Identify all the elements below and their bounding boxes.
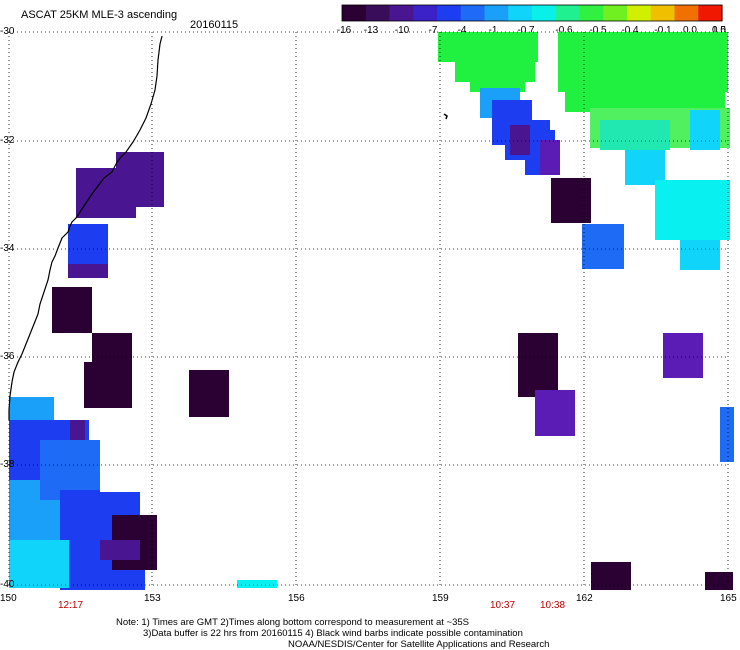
lat-lon-grid <box>8 31 729 586</box>
lon-label: 156 <box>288 593 305 604</box>
wind-cell <box>438 32 538 62</box>
product-date: 20160115 <box>190 19 239 31</box>
colorbar-segment <box>460 5 486 21</box>
note-line-2: 3)Data buffer is 22 hrs from 20160115 4)… <box>143 628 523 639</box>
colorbar-tick-label: -1 <box>488 25 498 36</box>
island-marker <box>443 113 448 120</box>
lon-label: 162 <box>576 593 593 604</box>
wind-cell <box>84 362 132 408</box>
wind-cell <box>663 333 703 378</box>
wind-cell <box>565 92 725 112</box>
wind-cell <box>455 62 535 82</box>
coastline <box>8 35 163 420</box>
colorbar-tick-label: -4 <box>457 25 467 36</box>
colorbar-segment <box>342 5 367 21</box>
wind-cell <box>9 540 69 588</box>
wind-cell <box>100 540 140 560</box>
wind-cell <box>189 370 229 417</box>
colorbar-tick-label: 0.0 <box>683 25 697 36</box>
lon-label: 150 <box>0 593 17 604</box>
wind-cell <box>582 224 624 269</box>
wind-cell <box>52 287 92 333</box>
colorbar-tick-label: -7 <box>428 25 438 36</box>
colorbar-tick-label: -10 <box>394 25 410 36</box>
wind-cell <box>540 140 560 175</box>
colorbar-tick-label: -0.6 <box>555 25 573 36</box>
time-label-1038: 10:38 <box>540 600 566 611</box>
wind-cell <box>510 125 530 155</box>
wind-cells <box>9 32 734 590</box>
lon-label: 165 <box>720 593 737 604</box>
wind-cell <box>76 168 136 218</box>
colorbar-border <box>341 4 723 22</box>
time-label-1037: 10:37 <box>490 600 516 611</box>
colorbar-segment <box>437 5 462 21</box>
colorbar-segment <box>484 5 509 21</box>
note-line-3: NOAA/NESDIS/Center for Satellite Applica… <box>288 639 550 650</box>
wind-cell <box>720 407 734 462</box>
wind-cell <box>518 333 558 397</box>
lat-label: -32 <box>0 135 15 146</box>
wind-cell <box>70 420 85 440</box>
wind-cell <box>95 570 145 590</box>
wind-cell <box>558 32 728 92</box>
colorbar-tick-label: 0.5 <box>712 25 726 36</box>
wind-cell <box>655 180 730 240</box>
colorbar-tick-label: 1.0 <box>712 25 726 36</box>
wind-cell <box>591 562 631 590</box>
colorbar-segment <box>413 5 438 21</box>
wind-cell <box>680 240 720 270</box>
colorbar-segment <box>627 5 652 21</box>
colorbar-tick-label: -0.5 <box>589 25 607 36</box>
lat-label: -38 <box>0 459 15 470</box>
wind-cell <box>237 580 277 588</box>
colorbar-segment <box>603 5 628 21</box>
lon-label: 153 <box>144 593 161 604</box>
wind-cell <box>625 150 665 185</box>
wind-cell <box>705 572 733 590</box>
colorbar-tick-label: -13 <box>363 25 379 36</box>
colorbar-segment <box>698 5 723 21</box>
colorbar-segment <box>532 5 557 21</box>
wind-cell <box>535 390 575 436</box>
wind-cell <box>690 110 720 150</box>
wind-cell <box>551 178 591 223</box>
lat-label: -30 <box>0 26 15 37</box>
colorbar-segment <box>555 5 581 21</box>
wind-cell <box>68 264 108 278</box>
wind-cell <box>600 120 670 150</box>
lat-label: -40 <box>0 579 15 590</box>
colorbar-gradient <box>341 4 723 22</box>
wind-cell <box>68 224 108 270</box>
colorbar-segment <box>365 5 391 21</box>
colorbar-segment <box>508 5 533 21</box>
lat-label: -34 <box>0 243 15 254</box>
colorbar-segment <box>579 5 604 21</box>
colorbar-segment <box>389 5 414 21</box>
lon-label: 159 <box>432 593 449 604</box>
note-line-1: Note: 1) Times are GMT 2)Times along bot… <box>116 617 469 628</box>
time-label-1217: 12:17 <box>58 600 84 611</box>
product-title: ASCAT 25KM MLE-3 ascending <box>21 9 178 21</box>
lat-label: -36 <box>0 351 15 362</box>
colorbar-tick-label: -0.4 <box>621 25 639 36</box>
colorbar-segment <box>650 5 676 21</box>
colorbar-tick-label: -16 <box>336 25 352 36</box>
wind-cell <box>470 82 525 92</box>
colorbar-tick-label: -0.7 <box>517 25 535 36</box>
colorbar-tick-label: -0.1 <box>654 25 672 36</box>
colorbar-segment <box>674 5 699 21</box>
